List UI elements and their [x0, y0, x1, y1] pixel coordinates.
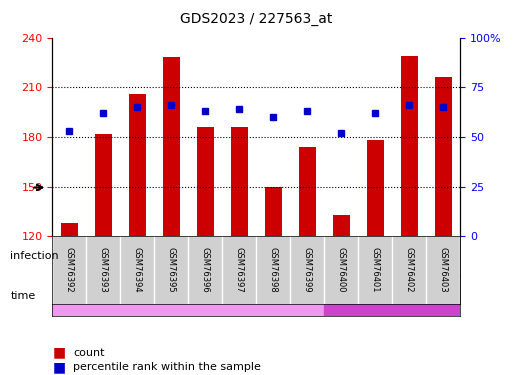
Text: GDS2023 / 227563_at: GDS2023 / 227563_at [180, 12, 333, 26]
Text: GSM76401: GSM76401 [371, 246, 380, 292]
Text: GSM76402: GSM76402 [405, 246, 414, 292]
Text: GSM76400: GSM76400 [337, 246, 346, 292]
Bar [95, 134, 112, 236]
Bar [231, 127, 248, 236]
Text: GSM76399: GSM76399 [303, 246, 312, 292]
Text: time: time [10, 291, 36, 301]
Text: infection: infection [10, 251, 59, 261]
Bar [163, 57, 180, 236]
Bar [299, 147, 316, 236]
Text: 4 h: 4 h [179, 291, 197, 301]
Bar [367, 140, 384, 236]
Text: RSV: RSV [313, 251, 336, 261]
Text: GSM76396: GSM76396 [201, 246, 210, 292]
Text: ■: ■ [52, 360, 65, 375]
Text: percentile rank within the sample: percentile rank within the sample [73, 363, 261, 372]
Text: GSM76392: GSM76392 [65, 246, 74, 292]
Bar [129, 94, 146, 236]
Bar [61, 223, 78, 236]
Bar [333, 215, 350, 236]
Bar [401, 56, 418, 236]
Bar [188, 236, 460, 276]
Text: 24 h: 24 h [380, 291, 405, 301]
Text: vehicle control: vehicle control [79, 251, 161, 261]
Text: GSM76394: GSM76394 [133, 246, 142, 292]
Text: count: count [73, 348, 105, 357]
Bar [52, 276, 324, 316]
Text: GSM76397: GSM76397 [235, 246, 244, 292]
Text: GSM76393: GSM76393 [99, 246, 108, 292]
Bar [435, 77, 452, 236]
Bar [197, 127, 214, 236]
Bar [52, 236, 188, 276]
Text: GSM76403: GSM76403 [439, 246, 448, 292]
Text: GSM76395: GSM76395 [167, 246, 176, 292]
Text: GSM76398: GSM76398 [269, 246, 278, 292]
Bar [324, 276, 477, 316]
Text: ■: ■ [52, 345, 65, 360]
Bar [265, 187, 282, 236]
